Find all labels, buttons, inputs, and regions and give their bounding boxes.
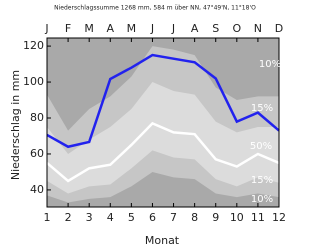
y-tick-label: 80 [30,111,44,124]
month-label: M [127,22,137,35]
x-tick-label: 1 [44,211,51,224]
chart-title: Niederschlagssumme 1268 mm, 584 m über N… [54,5,256,12]
series-line [46,53,280,149]
month-label: N [254,22,262,35]
month-label: M [84,22,94,35]
chart: Niederschlagssumme 1268 mm, 584 m über N… [9,5,286,248]
y-tick-label: 40 [30,183,44,196]
percentile-label: 10% [259,59,281,70]
month-label: S [212,22,219,35]
x-tick-label: 11 [251,211,265,224]
y-tick-label: 100 [23,75,44,88]
month-label: F [65,22,71,35]
x-tick-label: 8 [191,211,198,224]
percentile-label: 50% [250,141,272,152]
x-tick-label: 5 [128,211,135,224]
percentile-label: 10% [251,194,273,205]
y-tick-label: 60 [30,147,44,160]
month-label: J [171,22,175,35]
y-tick-label: 120 [23,39,44,52]
percentile-label: 15% [251,175,273,186]
y-axis-label: Niederschlag in mm [9,70,22,180]
x-tick-label: 9 [212,211,219,224]
month-label: J [44,22,48,35]
plot-frame [46,37,280,208]
x-tick-label: 2 [65,211,72,224]
x-tick-label: 6 [149,211,156,224]
month-label: D [275,22,283,35]
month-label: A [191,22,199,35]
x-tick-label: 7 [170,211,177,224]
month-label: A [107,22,115,35]
x-tick-label: 3 [86,211,93,224]
x-tick-label: 10 [230,211,244,224]
month-label: O [232,22,241,35]
x-tick-label: 12 [272,211,286,224]
series-line [46,121,280,183]
percentile-label: 15% [251,103,273,114]
x-axis-label: Monat [145,234,180,247]
x-tick-label: 4 [107,211,114,224]
month-label: J [150,22,154,35]
